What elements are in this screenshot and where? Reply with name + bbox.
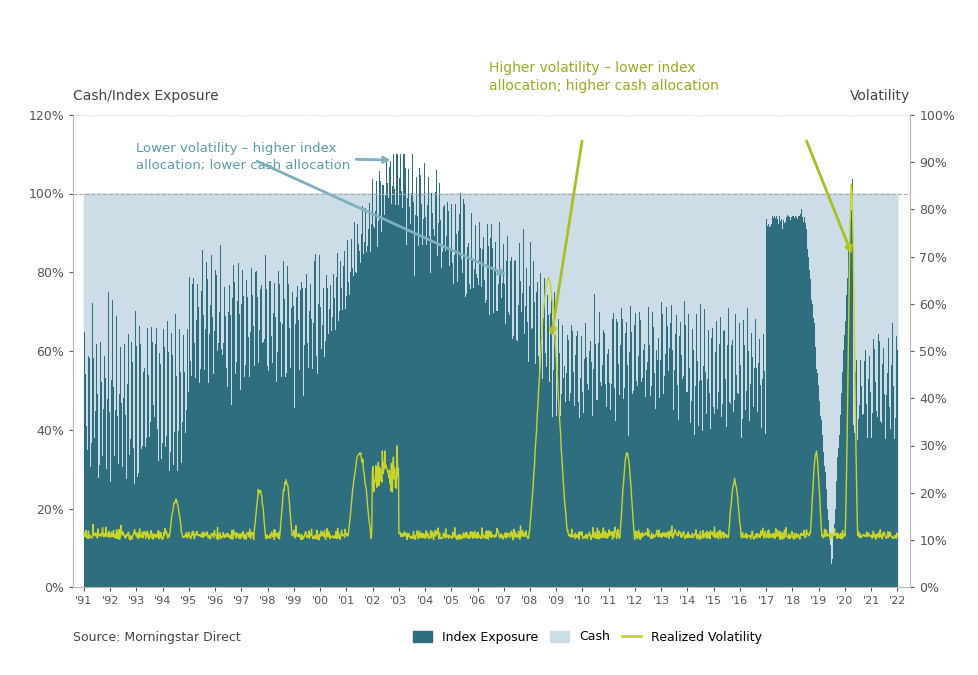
Text: Source: Morningstar Direct: Source: Morningstar Direct: [73, 631, 241, 644]
Text: Higher volatility – lower index
allocation; higher cash allocation: Higher volatility – lower index allocati…: [489, 61, 719, 93]
Text: Cash/Index Exposure: Cash/Index Exposure: [73, 89, 219, 103]
Legend: Index Exposure, Cash, Realized Volatility: Index Exposure, Cash, Realized Volatilit…: [408, 626, 766, 649]
Text: Volatility: Volatility: [849, 89, 910, 103]
Text: Lower volatility – higher index
allocation; lower cash allocation: Lower volatility – higher index allocati…: [136, 142, 387, 172]
